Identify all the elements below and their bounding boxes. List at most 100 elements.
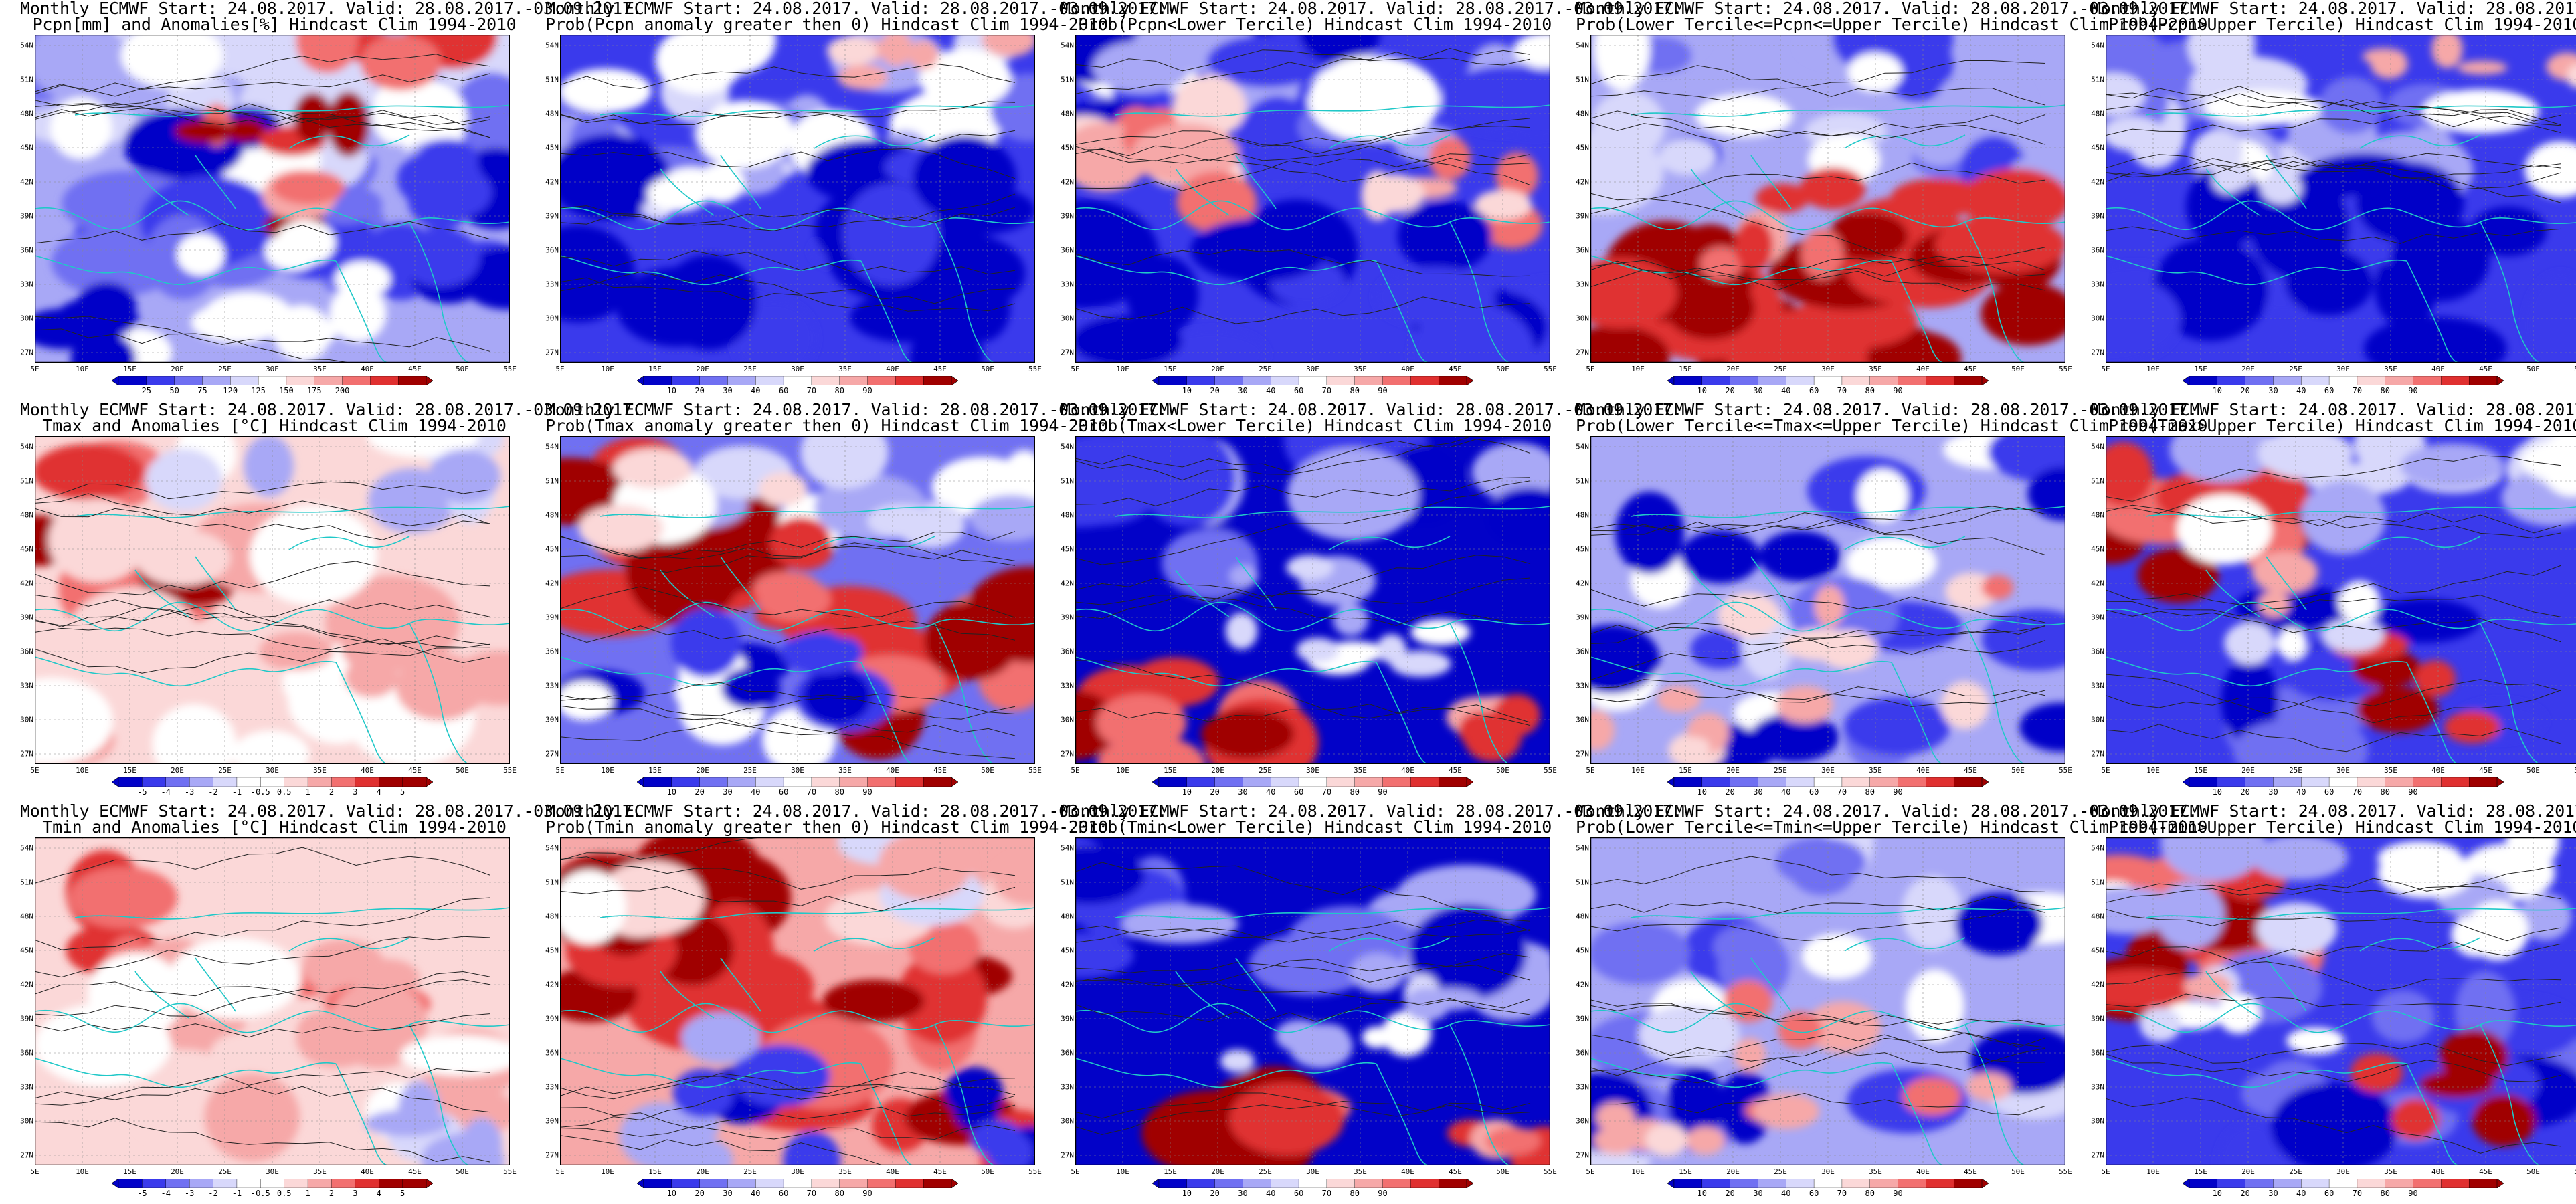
- latitude-label: 36N: [545, 245, 559, 255]
- contour-line: [35, 595, 490, 620]
- colorbar-tick-label: 30: [2268, 1189, 2278, 1198]
- latitude-label: 36N: [2091, 1048, 2104, 1058]
- colorbar-tick-label: 0.5: [276, 787, 292, 797]
- shaded-region: [1376, 634, 1406, 664]
- colorbar-segment: [1673, 1179, 1703, 1188]
- colorbar-segment: [2245, 777, 2274, 787]
- colorbar-segment: [174, 376, 203, 385]
- shaded-region: [665, 167, 717, 193]
- colorbar-max-arrow: [1981, 1179, 1989, 1188]
- colorbar-max-arrow: [951, 376, 958, 385]
- shaded-region: [2431, 35, 2463, 68]
- colorbar-segment: [284, 777, 308, 787]
- colorbar-tick-label: 60: [1293, 787, 1304, 797]
- latitude-label: 48N: [1061, 912, 1074, 921]
- shaded-region: [656, 1135, 733, 1165]
- colorbar-segment: [1926, 777, 1954, 787]
- longitude-label: 45E: [1449, 1167, 1462, 1176]
- shaded-region: [1667, 1066, 1725, 1139]
- longitude-label: 40E: [1916, 365, 1930, 373]
- shaded-region: [2270, 1082, 2399, 1165]
- latitude-label: 54N: [2091, 442, 2104, 452]
- contour-line: [2106, 941, 2561, 964]
- latitude-label: 45N: [1061, 143, 1074, 153]
- latitude-label: 45N: [1061, 946, 1074, 955]
- shaded-region: [66, 587, 199, 689]
- longitude-label: 25E: [218, 766, 232, 775]
- colorbar-segment: [236, 777, 262, 787]
- colorbar-segment: [783, 1179, 812, 1188]
- longitude-label: 40E: [886, 365, 899, 373]
- colorbar-tick-label: 30: [1238, 386, 1248, 395]
- longitude-label: 5E: [555, 1167, 565, 1176]
- contour-line: [560, 620, 1016, 644]
- colorbar-tick-label: 75: [197, 386, 207, 395]
- shaded-region: [560, 225, 636, 322]
- shaded-region: [348, 593, 427, 660]
- latitude-label: 42N: [1061, 579, 1074, 588]
- colorbar-segment: [2468, 777, 2498, 787]
- shaded-region: [395, 652, 485, 721]
- longitude-label: 30E: [1821, 1167, 1835, 1176]
- contour-line: [1590, 1032, 2046, 1076]
- shaded-region: [1879, 110, 1930, 155]
- longitude-label: 45E: [1449, 365, 1462, 373]
- colorbar-tick-label: 70: [1837, 386, 1847, 395]
- colorbar-segment: [2441, 777, 2470, 787]
- shaded-region: [174, 120, 234, 143]
- longitude-label: 35E: [1354, 766, 1367, 775]
- latitude-label: 51N: [1061, 476, 1074, 486]
- coastline: [409, 221, 470, 363]
- longitude-label: 30E: [266, 1167, 279, 1176]
- colorbar-segment: [755, 1179, 784, 1188]
- shaded-region: [2224, 622, 2276, 665]
- contour-line: [1590, 686, 2046, 703]
- contour-line: [2106, 153, 2561, 178]
- contour-line: [1590, 1046, 2046, 1084]
- shaded-region: [993, 854, 1035, 906]
- longitude-label: 10E: [1116, 766, 1129, 775]
- contour-line: [560, 546, 1016, 573]
- colorbar-segment: [1898, 376, 1927, 385]
- longitude-label: 30E: [266, 766, 279, 775]
- latitude-label: 30N: [545, 715, 559, 724]
- coastline: [74, 506, 510, 518]
- colorbar-segment: [331, 1179, 356, 1188]
- latitude-label: 30N: [20, 1116, 33, 1126]
- colorbar-segment: [1158, 777, 1188, 787]
- colorbar-tick-label: 10: [1182, 787, 1192, 797]
- contour-line: [1075, 248, 1531, 277]
- longitude-label: 25E: [743, 766, 757, 775]
- colorbar-tick-label: 2: [329, 787, 335, 797]
- longitude-label: 35E: [1869, 1167, 1882, 1176]
- shaded-region: [1229, 1082, 1344, 1156]
- colorbar-tick-label: 40: [751, 1189, 761, 1198]
- colorbar-segment: [1354, 376, 1384, 385]
- map-plot: [35, 35, 510, 363]
- longitude-label: 10E: [76, 365, 89, 373]
- longitude-label: 15E: [123, 365, 136, 373]
- latitude-label: 27N: [2091, 348, 2104, 357]
- contour-line: [1590, 193, 2046, 277]
- colorbar-segment: [727, 376, 756, 385]
- contour-line: [560, 207, 1016, 231]
- shaded-field: [560, 837, 1035, 1165]
- shaded-region: [1333, 603, 1369, 637]
- longitude-label: 10E: [1631, 1167, 1645, 1176]
- coastline: [1750, 155, 1792, 209]
- colorbar-segment: [755, 777, 784, 787]
- contour-line: [1590, 999, 2046, 1027]
- contour-line: [560, 856, 1016, 890]
- shaded-field: [35, 837, 510, 1165]
- colorbar: [1667, 777, 1989, 787]
- contour-line: [1075, 704, 1531, 723]
- contour-line: [1075, 480, 1531, 565]
- colorbar-segment: [1841, 1179, 1871, 1188]
- colorbar-tick-label: 90: [2408, 386, 2418, 395]
- longitude-label: 20E: [2241, 1167, 2255, 1176]
- coastline: [2480, 1024, 2541, 1165]
- colorbar-segment: [2357, 376, 2386, 385]
- latitude-label: 45N: [1576, 544, 1589, 554]
- shaded-region: [1734, 1037, 1766, 1072]
- contour-line: [1075, 959, 1531, 987]
